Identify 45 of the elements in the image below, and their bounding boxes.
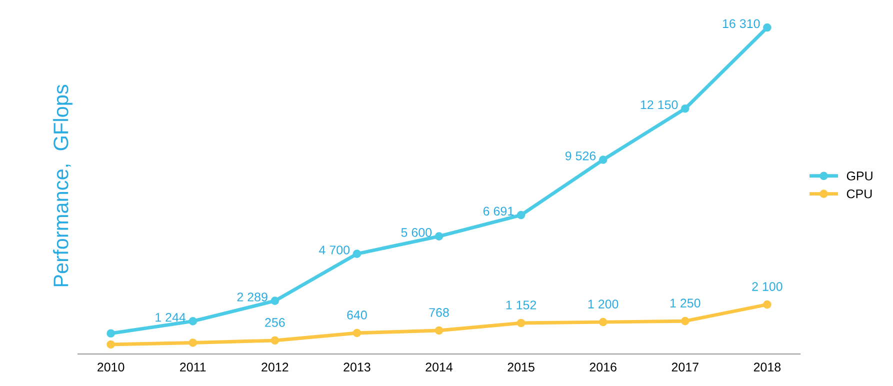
data-label: 1 250 <box>670 298 700 308</box>
data-label: 768 <box>429 308 449 317</box>
point <box>680 316 690 326</box>
point <box>516 318 526 328</box>
x-tick-label: 2018 <box>754 362 781 372</box>
point <box>270 296 280 306</box>
point <box>598 156 608 164</box>
x-tick-label: 2016 <box>590 362 616 372</box>
point <box>270 336 280 345</box>
point <box>352 250 362 258</box>
y-axis-title: Performance, GFlops <box>53 84 72 286</box>
point <box>434 232 444 240</box>
point <box>106 340 115 349</box>
data-label: 256 <box>265 318 285 327</box>
x-tick-label: 2015 <box>508 362 534 372</box>
data-label: 1 200 <box>588 300 618 308</box>
data-label: 9 526 <box>565 151 596 160</box>
x-tick-label: 2012 <box>262 362 288 372</box>
legend-label: CPU <box>846 189 872 198</box>
point <box>188 317 198 326</box>
point <box>763 23 772 32</box>
data-label: 1 244 <box>156 312 186 322</box>
legend-label: GPU <box>846 172 872 180</box>
data-label: 12 150 <box>640 100 678 110</box>
data-label: 2 289 <box>237 292 268 302</box>
x-tick-label: 2017 <box>672 362 698 372</box>
point <box>763 300 772 309</box>
data-label: 4 700 <box>319 246 350 254</box>
x-tick-label: 2014 <box>426 362 453 372</box>
data-label: 640 <box>347 310 367 320</box>
x-tick-label: 2013 <box>344 362 370 372</box>
point <box>598 318 608 326</box>
point <box>516 210 526 220</box>
point <box>680 104 690 113</box>
data-label: 6 691 <box>483 206 514 216</box>
data-label: 16 310 <box>722 19 760 28</box>
data-label: 5 600 <box>401 228 432 237</box>
data-label: 1 152 <box>506 300 536 310</box>
data-label: 2 100 <box>752 282 782 291</box>
point <box>352 328 362 338</box>
point <box>434 326 444 335</box>
point <box>106 329 115 338</box>
point <box>188 338 198 347</box>
x-tick-label: 2010 <box>98 362 124 372</box>
x-tick-label: 2011 <box>180 362 206 372</box>
